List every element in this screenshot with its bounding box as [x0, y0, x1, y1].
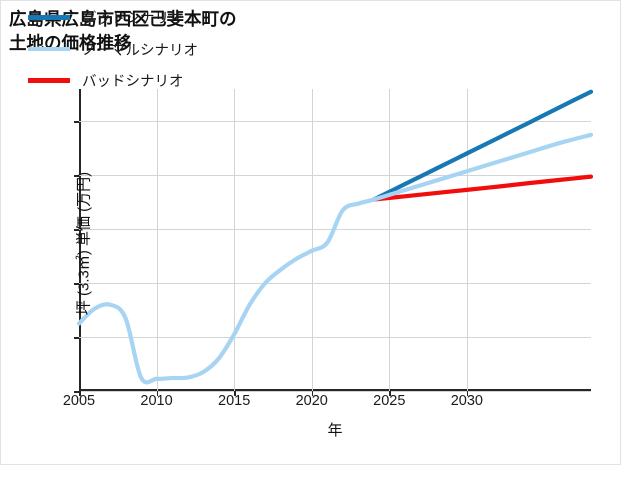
legend-item[interactable]: グッドシナリオ: [28, 7, 198, 28]
legend-color-swatch: [28, 46, 70, 52]
legend-label: バッドシナリオ: [82, 74, 184, 90]
y-tick-mark: [74, 229, 79, 231]
plot-frame: [79, 89, 591, 391]
gridline-horizontal: [79, 121, 591, 123]
gridline-vertical: [311, 89, 313, 391]
x-tick-mark: [79, 391, 81, 396]
chart-legend: グッドシナリオ ノーマルシナリオ バッドシナリオ: [28, 7, 198, 91]
series-lines: [76, 89, 594, 385]
series-line: [371, 174, 594, 202]
y-tick-mark: [74, 337, 79, 339]
x-tick-mark: [311, 391, 314, 396]
series-line: [76, 132, 594, 385]
legend-label: ノーマルシナリオ: [82, 42, 198, 59]
series-line: [371, 89, 594, 202]
x-tick-label: 2030: [450, 393, 484, 409]
legend-color-swatch: [28, 78, 70, 83]
y-tick-mark: [74, 121, 79, 123]
x-axis-title: 年: [327, 422, 343, 439]
y-tick-mark: [74, 175, 79, 177]
y-tick-mark: [74, 283, 79, 285]
legend-label: グッドシナリオ: [82, 11, 184, 27]
x-tick-mark: [234, 391, 236, 396]
page-title: 広島県広島市西区己斐本町の 土地の価格推移: [9, 9, 237, 54]
x-tick-mark: [466, 391, 469, 396]
gridline-vertical: [156, 89, 158, 391]
gridline-horizontal: [79, 391, 591, 392]
x-tick-label: 2005: [62, 393, 96, 409]
gridline-vertical: [389, 89, 391, 391]
legend-item[interactable]: ノーマルシナリオ: [28, 39, 198, 60]
x-tick-label: 2010: [140, 393, 173, 409]
gridline-horizontal: [79, 337, 591, 339]
plot-area: 6080100120140160 20052010201520202025203…: [63, 89, 594, 439]
legend-item[interactable]: バッドシナリオ: [28, 70, 198, 91]
gridline-vertical: [234, 89, 236, 391]
y-tick-mark: [74, 391, 79, 393]
x-tick-mark: [389, 391, 391, 396]
gridline-horizontal: [79, 175, 591, 177]
legend-color-swatch: [28, 15, 70, 20]
x-tick-mark: [156, 391, 159, 396]
x-tick-label: 2025: [373, 393, 406, 409]
x-tick-label: 2020: [295, 393, 328, 409]
gridline-vertical: [466, 89, 468, 391]
gridline-horizontal: [79, 283, 591, 285]
chart-figure: 広島県広島市西区己斐本町の 土地の価格推移 6080100120140160 2…: [0, 0, 621, 465]
x-tick-label: 2015: [218, 393, 251, 409]
